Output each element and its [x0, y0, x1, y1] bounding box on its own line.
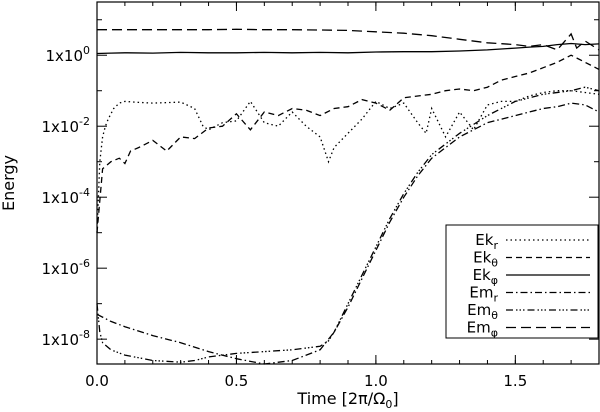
legend-label: Emr [469, 284, 498, 305]
y-tick-label: 1x100 [45, 44, 90, 65]
x-axis-label: Time [2π/Ω0] [296, 389, 398, 411]
series-layer [96, 28, 600, 365]
series-line-em-5 [97, 28, 600, 51]
x-tick-label: 0.0 [85, 372, 109, 390]
x-tick-label: 1.5 [503, 372, 527, 390]
legend-label: Emθ [467, 301, 498, 322]
series-line-ek-2 [96, 42, 600, 55]
legend-label: Ekr [475, 231, 498, 252]
legend-box [445, 224, 599, 339]
series-line-ek-0 [96, 90, 600, 233]
series-line-em-3 [96, 102, 600, 365]
legend-label: Ekθ [473, 249, 498, 270]
y-tick-label: 1x10-2 [42, 115, 90, 136]
x-tick-label: 0.5 [225, 372, 249, 390]
y-tick-label: 1x10-8 [42, 328, 90, 349]
y-tick-label: 1x10-6 [42, 257, 90, 278]
legend-label: Emφ [467, 319, 498, 340]
series-line-em-4 [96, 86, 600, 363]
y-tick-label: 1x10-4 [42, 186, 90, 207]
plot-series-group [96, 28, 600, 365]
legend-label: Ekφ [473, 266, 498, 287]
axis-ticks: 0.0 0.5 1.0 1.5 1x100 1x10-2 1x10-4 1x10-6 1x10-… [42, 2, 599, 390]
series-line-ek-1 [96, 54, 600, 233]
y-axis-label: Energy [0, 155, 18, 211]
x-tick-label: 1.0 [364, 372, 388, 390]
